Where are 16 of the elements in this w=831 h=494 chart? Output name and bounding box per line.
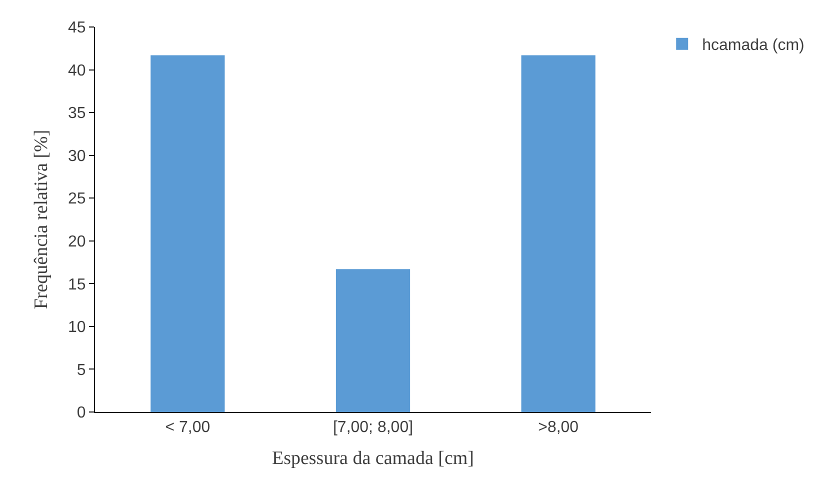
x-tick-label: [7,00; 8,00] <box>332 419 414 436</box>
x-axis-title: Espessura da camada [cm] <box>272 448 474 469</box>
x-tick-label: >8,00 <box>538 419 579 436</box>
y-tick-label: 35 <box>68 105 86 122</box>
y-tick-label: 10 <box>68 319 86 336</box>
y-tick-label: 5 <box>76 362 86 379</box>
y-tick-label: 0 <box>76 404 86 422</box>
legend-label: hcamada (cm) <box>702 37 804 54</box>
y-tick-label: 40 <box>68 62 86 80</box>
y-axis-title: Frequência relativa [%] <box>30 130 52 310</box>
y-tick-label: 15 <box>68 276 86 294</box>
y-tick-label: 20 <box>68 233 86 250</box>
y-tick-label: 45 <box>68 20 86 37</box>
y-tick-label: 25 <box>68 190 86 208</box>
x-tick-label: < 7,00 <box>165 419 210 436</box>
y-tick-label: 30 <box>68 148 86 165</box>
